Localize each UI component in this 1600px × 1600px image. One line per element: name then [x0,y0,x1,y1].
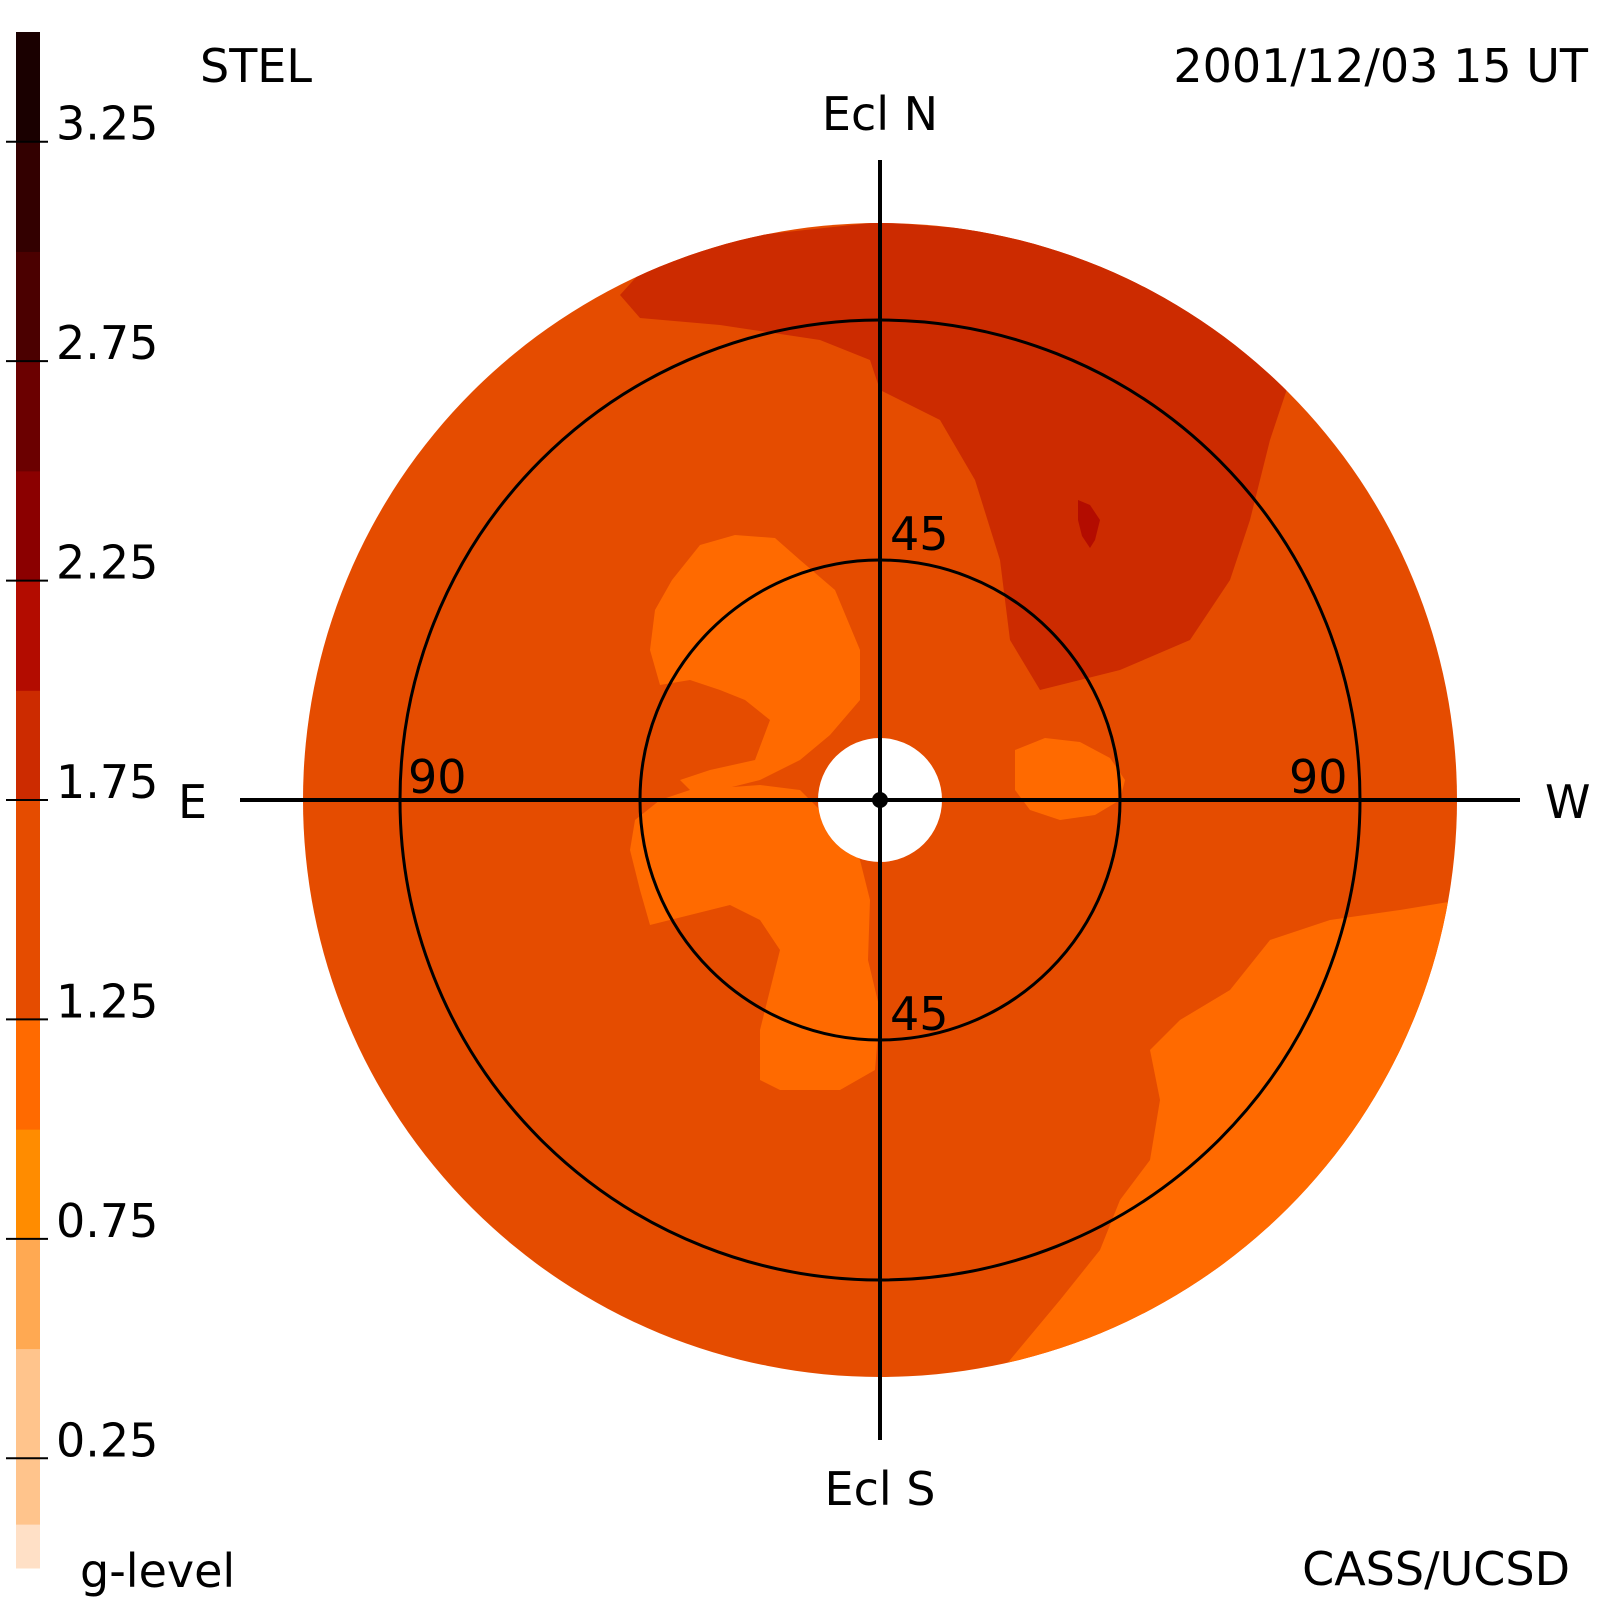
credit-label: CASS/UCSD [1302,1542,1570,1596]
colorbar-band-1 [16,1348,40,1525]
colorbar-band-2 [16,1238,40,1350]
colorbar-ticks: 0.25 0.75 1.25 1.75 2.25 2.75 3.25 [6,97,158,1467]
colorbar-band-7 [16,580,40,691]
direction-label-south: Ecl S [825,1462,936,1516]
colorbar-band-10 [16,251,40,362]
colorbar: 0.25 0.75 1.25 1.75 2.25 2.75 3.25 g-level [6,32,235,1598]
colorbar-band-6 [16,690,40,801]
colorbar-tick-label: 0.25 [56,1413,158,1467]
colorbar-band-4 [16,1019,40,1130]
colorbar-band-9 [16,361,40,472]
ring-label-outer-right: 90 [1289,750,1348,804]
colorbar-tick-label: 1.75 [56,755,158,809]
colorbar-tick-label: 2.25 [56,536,158,590]
region-north-west-enhancement [620,223,1290,690]
colorbar-band-0 [16,1524,40,1569]
colorbar-tick-label: 0.75 [56,1194,158,1248]
colorbar-bands [16,32,40,1569]
colorbar-tick-label: 2.75 [56,316,158,370]
colorbar-band-8 [16,470,40,582]
colorbar-band-5 [16,800,40,1020]
region-south-east-depletion [630,785,880,1090]
ring-label-outer-left: 90 [408,750,467,804]
colorbar-band-12 [16,32,40,143]
instrument-label: STEL [200,39,312,93]
direction-label-west: W [1545,775,1590,829]
sky-map: 45 45 90 90 Ecl N Ecl S E W [178,87,1590,1516]
colorbar-label: g-level [80,1544,235,1598]
colorbar-band-3 [16,1129,40,1240]
direction-label-north: Ecl N [822,87,938,141]
colorbar-tick-label: 3.25 [56,97,158,151]
colorbar-band-11 [16,141,40,252]
region-north-west-peak [1078,500,1100,548]
datetime-label: 2001/12/03 15 UT [1173,39,1589,93]
colorbar-tick-label: 1.25 [56,974,158,1028]
ring-label-inner-bottom: 45 [890,987,949,1041]
region-inner-east-depletion [650,535,860,790]
sun-center-dot [872,792,888,808]
ring-label-inner-top: 45 [890,507,949,561]
direction-label-east: E [178,775,207,829]
